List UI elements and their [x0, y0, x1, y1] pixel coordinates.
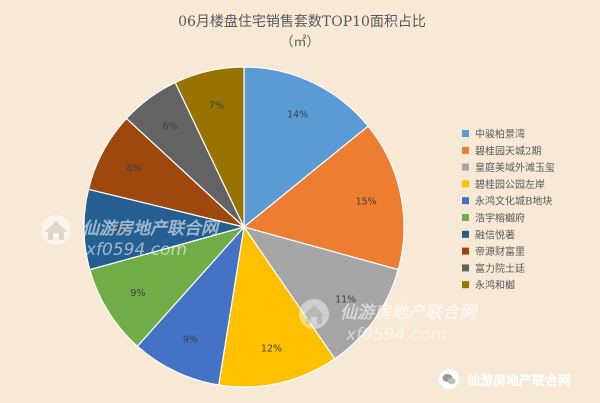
watermark-url: xf0594.com: [345, 325, 447, 345]
watermark-name: 仙游房地产联合网: [340, 303, 479, 323]
pie-data-label: 6%: [162, 122, 177, 133]
watermark-right: 仙游房地产联合网 xf0594.com: [299, 299, 479, 345]
house-logo-icon: [41, 215, 71, 245]
legend-label: 永鸿和樾: [475, 279, 515, 292]
legend-label: 皇庭美域外滩玉玺: [475, 161, 555, 174]
chart-subtitle: （㎡）: [280, 35, 319, 50]
legend-swatch: [462, 214, 469, 221]
legend-swatch: [462, 146, 469, 154]
legend-label: 中骏柏景湾: [475, 128, 525, 141]
legend-swatch: [462, 281, 469, 289]
footer-brand: 仙游房地产联合网: [439, 369, 571, 389]
pie-data-label: 8%: [112, 224, 127, 235]
pie-slice: [174, 66, 245, 228]
legend-label: 浩宇榕樾府: [475, 212, 525, 225]
legend-label: 永鸿文化城B地块: [475, 195, 552, 208]
pie-data-label: 12%: [261, 344, 282, 355]
legend-swatch: [462, 130, 469, 137]
pie-slices: [83, 66, 405, 388]
pie-data-label: 7%: [209, 100, 224, 111]
chart-title: 06月楼盘住宅销售套数TOP10面积占比: [178, 13, 426, 30]
legend-swatch: [462, 247, 469, 255]
pie-data-label: 15%: [356, 196, 377, 207]
pie-data-label: 14%: [287, 109, 308, 120]
legend: 中骏柏景湾碧桂园天城2期皇庭美域外滩玉玺碧桂园公园左岸永鸿文化城B地块浩宇榕樾府…: [462, 128, 555, 292]
pie-data-label: 11%: [335, 294, 356, 305]
legend-label: 碧桂园公园左岸: [475, 178, 545, 191]
pie-slice: [136, 225, 245, 386]
watermark-url: xf0594.com: [85, 240, 187, 260]
legend-label: 富力院士廷: [475, 262, 525, 275]
pie-data-labels: 14% 15% 11% 12% 9% 9% 8% 8% 6% 7%: [112, 100, 377, 354]
legend-swatch: [462, 163, 469, 171]
watermark-name: 仙游房地产联合网: [82, 219, 221, 239]
pie-slice: [218, 225, 336, 388]
wechat-icon: [439, 369, 459, 389]
legend-label: 碧桂园天城2期: [475, 144, 541, 157]
pie-data-label: 9%: [130, 288, 145, 299]
pie-slice: [242, 225, 399, 360]
watermark-left: 仙游房地产联合网 xf0594.com: [41, 215, 221, 260]
pie-slice: [243, 66, 370, 229]
legend-swatch: [462, 180, 469, 188]
pie-slice: [242, 125, 405, 271]
footer-brand-name: 仙游房地产联合网: [467, 373, 571, 389]
house-logo-icon: [299, 299, 329, 329]
pie-data-label: 9%: [183, 335, 198, 346]
legend-swatch: [462, 230, 469, 238]
legend-swatch: [462, 264, 469, 272]
pie-slice: [89, 225, 246, 348]
legend-label: 融信悦著: [475, 228, 515, 241]
pie-data-label: 8%: [126, 163, 141, 174]
legend-swatch: [462, 197, 469, 205]
legend-label: 帝源财富里: [475, 245, 525, 258]
